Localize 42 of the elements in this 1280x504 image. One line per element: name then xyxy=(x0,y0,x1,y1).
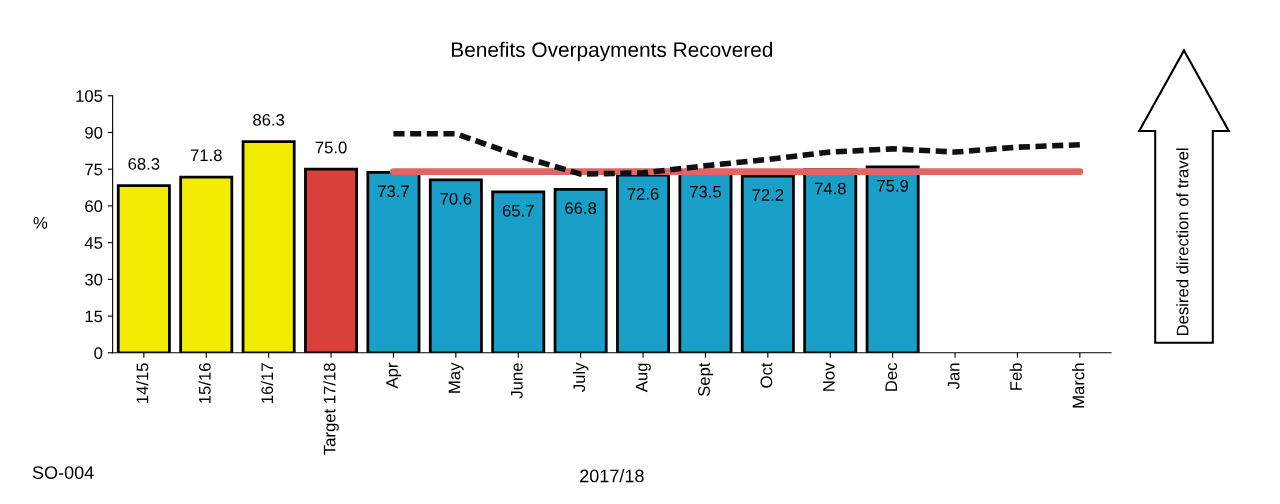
x-tick-label: Sept xyxy=(698,362,714,397)
x-tick-label: Target 17/18 xyxy=(323,363,339,455)
data-label: 72.2 xyxy=(752,188,784,201)
x-tick-label: Oct xyxy=(760,362,773,388)
data-label: 65.7 xyxy=(502,204,534,217)
x-tick-label: Nov xyxy=(823,362,835,391)
data-label: 70.6 xyxy=(440,192,472,205)
data-label: 86.3 xyxy=(253,113,285,126)
y-tick-label: 75 xyxy=(85,163,103,176)
data-label: 75.9 xyxy=(877,179,909,192)
y-tick-label: 30 xyxy=(85,273,103,286)
data-label: 66.8 xyxy=(565,202,597,215)
x-tick-label: 16/17 xyxy=(260,363,274,403)
x-tick-label: May xyxy=(448,362,464,393)
x-tick-label: 15/16 xyxy=(198,363,211,403)
y-tick-label: 0 xyxy=(94,347,103,359)
data-label: 75.0 xyxy=(315,141,347,154)
x-tick-label: Feb xyxy=(1009,363,1022,390)
data-label: 72.6 xyxy=(627,188,659,200)
x-tick-label: 14/15 xyxy=(136,363,149,403)
y-tick-label: 105 xyxy=(76,90,103,102)
y-tick-label: 90 xyxy=(85,126,103,139)
chart-title: Benefits Overpayments Recovered xyxy=(452,41,773,62)
y-tick-label: 45 xyxy=(84,237,103,249)
data-label: 74.8 xyxy=(814,182,846,195)
x-tick-label: Aug xyxy=(635,363,651,393)
y-tick-label: 60 xyxy=(85,200,103,213)
y-axis-title: % xyxy=(33,217,48,229)
x-tick-label: Jan xyxy=(947,363,960,390)
data-label: 68.3 xyxy=(128,158,160,170)
data-label: 73.7 xyxy=(378,185,409,198)
x-tick-label: June xyxy=(511,363,523,399)
x-tick-label: Dec xyxy=(885,362,898,391)
data-label: 73.5 xyxy=(690,185,721,198)
y-tick-label: 15 xyxy=(85,310,103,323)
text: SO-004 xyxy=(32,466,94,479)
data-label: 71.8 xyxy=(190,149,222,162)
text: Desired direction of travel xyxy=(1176,148,1189,336)
x-tick-label: March xyxy=(1072,363,1085,408)
x-tick-label: Apr xyxy=(386,362,402,389)
x-axis-title: 2017/18 xyxy=(580,469,644,483)
x-tick-label: July xyxy=(572,362,589,392)
